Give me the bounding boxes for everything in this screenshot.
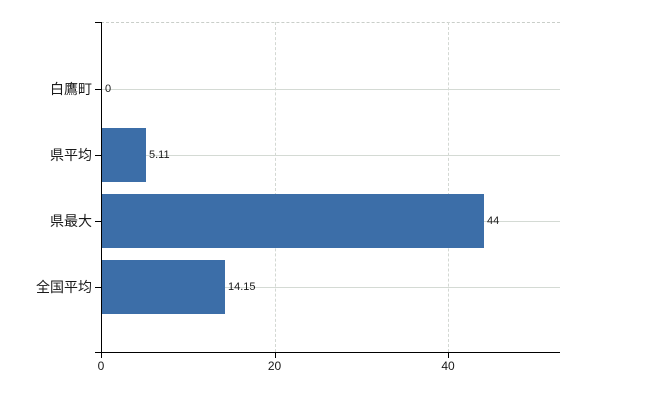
category-label: 白鷹町 [50,81,92,97]
x-tick-label: 20 [267,359,282,373]
category-label: 県平均 [50,147,92,163]
category-label: 全国平均 [36,279,92,295]
plot-top-border [101,22,560,23]
bar-value-label: 44 [487,215,500,227]
category-label: 県最大 [50,213,92,229]
x-tick-label: 0 [97,359,105,373]
x-axis-line [95,352,560,353]
x-gridline [274,22,276,352]
x-tick-label: 40 [441,359,455,373]
bar-全国平均 [102,260,225,314]
x-gridline [448,22,449,352]
y-axis-tick [95,89,101,90]
x-axis-tick [101,353,102,358]
y-gridline [102,155,560,156]
y-gridline [102,287,560,288]
x-axis-tick [274,353,276,358]
x-axis-tick [448,353,449,358]
y-axis-tick [95,155,101,156]
bar-県最大 [102,194,484,248]
y-axis-tick [95,287,101,288]
bar-value-label: 0 [105,83,112,95]
y-axis-line [101,22,102,353]
bar-value-label: 14.15 [228,281,256,293]
y-axis-top-tick [95,22,101,23]
bar-value-label: 5.11 [149,149,170,161]
y-axis-tick [95,221,101,222]
y-gridline [102,89,560,90]
bar-県平均 [102,128,146,182]
